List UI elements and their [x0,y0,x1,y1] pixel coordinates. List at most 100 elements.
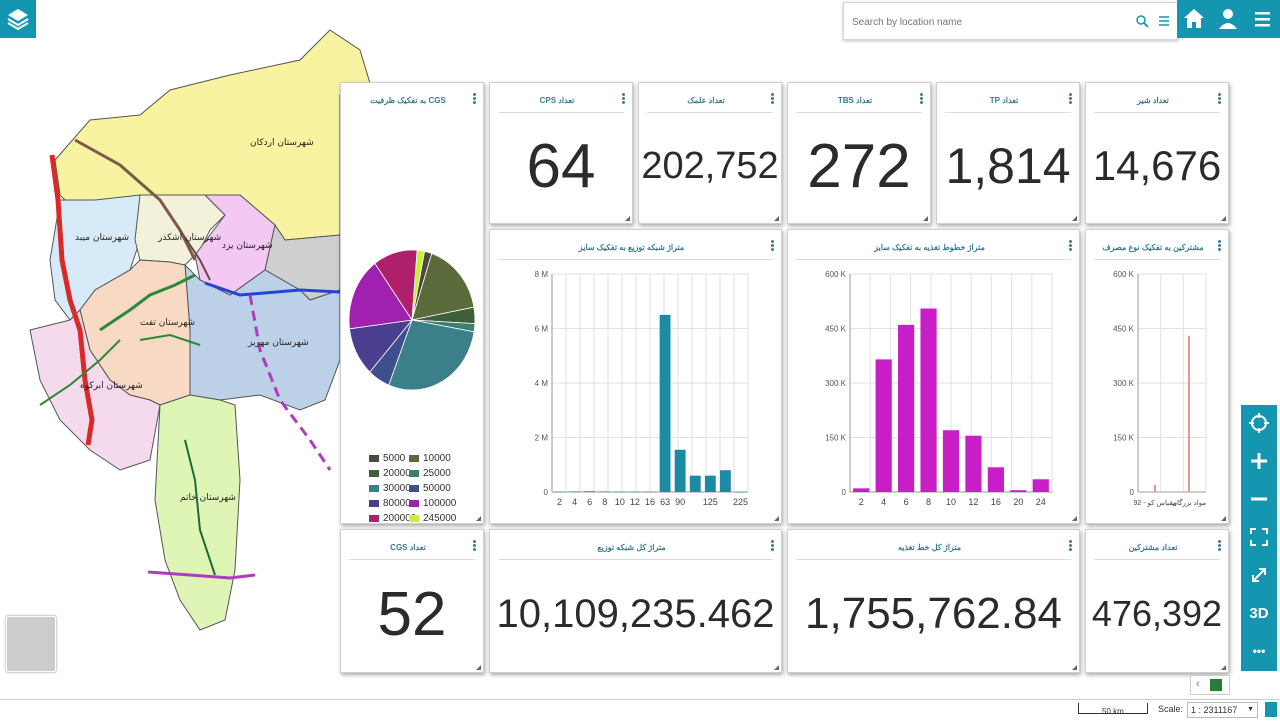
menu-button[interactable] [1245,0,1280,38]
x-tick-label: مواد بزرگان [1172,498,1206,507]
card-feedline-length: متراژ کل خط تغذیه 1,755,762.84 [787,529,1080,673]
resize-handle[interactable] [1221,516,1226,521]
bar-8[interactable] [920,308,937,492]
card-title: تعداد TBS [837,96,873,105]
bar-225[interactable] [735,492,746,493]
search-icon[interactable] [1134,12,1150,30]
card-menu-icon[interactable] [771,539,775,552]
pie-slice-10000[interactable] [411,252,475,321]
legend-item[interactable]: 200000 [369,513,416,524]
bar-مواد بزرگان[interactable] [1188,335,1190,492]
bar-16[interactable] [644,491,656,493]
resize-handle[interactable] [476,665,481,670]
legend-item[interactable]: 5000 [369,453,405,464]
bar-90[interactable] [674,449,686,492]
pie-slice-245000[interactable] [411,249,425,321]
card-menu-icon[interactable] [1069,239,1073,252]
legend-item[interactable]: 10000 [409,453,451,464]
legend-item[interactable]: 80000 [369,498,411,509]
card-menu-icon[interactable] [1218,539,1222,552]
resize-handle[interactable] [625,216,630,221]
card-menu-icon[interactable] [771,92,775,105]
bar-مقیاس کو - 92[interactable] [1154,484,1156,492]
layers-button[interactable] [0,0,36,38]
legend-item[interactable]: 245000 [409,513,456,524]
resize-handle[interactable] [1072,516,1077,521]
bar-2[interactable] [853,488,870,492]
bar-125[interactable] [704,475,716,492]
x-tick-label: 225 [733,497,748,507]
zoom-out-button[interactable] [1241,481,1277,517]
bar-10[interactable] [614,491,626,493]
card-menu-icon[interactable] [771,239,775,252]
card-tp-count: تعداد TP 1,814 [936,82,1080,224]
more-button[interactable]: ••• [1252,644,1266,658]
legend-swatch [369,454,379,462]
x-tick-label: 6 [587,497,592,507]
bar-10[interactable] [942,430,960,492]
card-menu-icon[interactable] [473,539,477,552]
bar-110[interactable] [689,475,701,492]
map-canvas[interactable]: شهرستان اردکان شهرستان میبد شهرستان اشکذ… [0,0,1280,700]
bar-63[interactable] [659,314,671,492]
legend-item[interactable]: 100000 [409,498,456,509]
zoom-in-button[interactable] [1241,443,1277,479]
legend-toggle[interactable]: ‹ [1190,675,1230,695]
resize-handle[interactable] [774,665,779,670]
card-menu-icon[interactable] [1069,92,1073,105]
search-input[interactable] [850,11,1124,33]
locate-button[interactable] [1241,405,1277,441]
bar-chart: 0 2 M 4 M 6 M 8 M 2 4 6 8 10 12 16 63 90 125 225 [535,270,749,507]
bar-6[interactable] [898,324,915,492]
resize-handle[interactable] [476,516,481,521]
bar-20[interactable] [1010,490,1027,492]
card-title: تعداد مشترکین [1128,543,1178,552]
resize-handle[interactable] [1221,665,1226,670]
list-icon[interactable] [1156,12,1172,30]
full-extent-button[interactable] [1241,519,1277,555]
card-menu-icon[interactable] [920,92,924,105]
card-menu-icon[interactable] [622,92,626,105]
bar-24[interactable] [1032,479,1049,492]
x-tick-label: 125 [703,497,718,507]
legend-item[interactable]: 30000 [369,483,411,494]
scale-label: Scale: [1158,704,1184,714]
bar-6[interactable] [584,491,596,492]
bar-2[interactable] [554,491,565,493]
user-button[interactable] [1211,0,1245,38]
card-title: تعداد شیر [1137,96,1169,105]
pie-slice-30000[interactable] [388,319,475,391]
home-button[interactable] [1177,0,1211,38]
resize-handle[interactable] [923,216,928,221]
bar-12[interactable] [629,491,641,493]
y-tick-label: 300 K [825,379,847,388]
scale-select[interactable]: 1 : 2311167 ▼ [1187,702,1258,718]
resize-handle[interactable] [774,516,779,521]
map-label-ardakan: شهرستان اردکان [250,138,314,148]
bar-16[interactable] [987,467,1004,492]
resize-handle[interactable] [1072,216,1077,221]
resize-handle[interactable] [1072,665,1077,670]
3d-button[interactable]: 3D [1249,604,1269,622]
card-menu-icon[interactable] [1218,239,1222,252]
fullscreen-button[interactable] [1241,557,1277,593]
print-button[interactable] [1265,702,1277,717]
bar-4[interactable] [875,359,892,492]
resize-handle[interactable] [774,216,779,221]
overview-map-button[interactable] [6,616,56,672]
x-tick-label: 16 [645,497,655,507]
resize-handle[interactable] [1221,216,1226,221]
card-menu-icon[interactable] [473,92,477,105]
pie-slice-100000[interactable] [348,262,413,330]
legend-item[interactable]: 25000 [409,468,451,479]
card-menu-icon[interactable] [1218,92,1222,105]
bar-12[interactable] [965,435,982,492]
card-menu-icon[interactable] [1069,539,1073,552]
bar-160[interactable] [719,470,731,492]
bar-4[interactable] [569,491,581,492]
legend-item[interactable]: 50000 [409,483,451,494]
legend-item[interactable]: 20000 [369,468,411,479]
bar-8[interactable] [599,491,611,492]
y-tick-label: 150 K [1113,434,1135,443]
